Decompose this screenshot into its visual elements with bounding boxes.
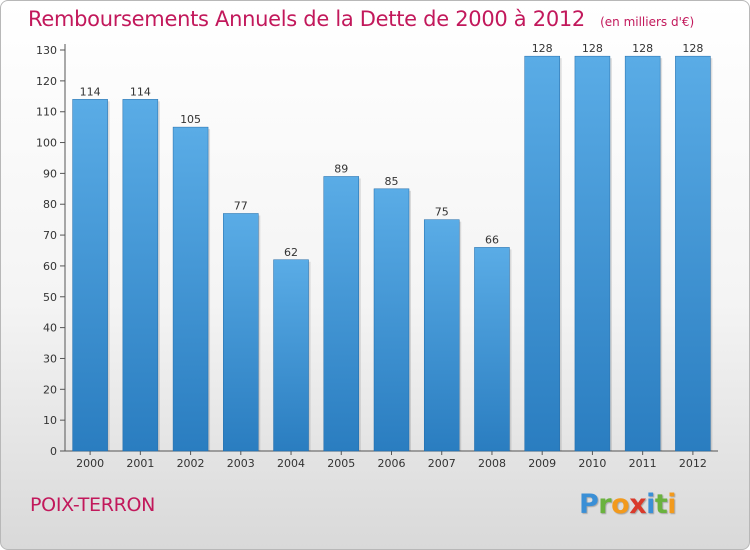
city-name: POIX-TERRON bbox=[30, 494, 156, 516]
x-tick-label: 2009 bbox=[528, 457, 556, 470]
y-tick-label: 50 bbox=[43, 291, 57, 304]
y-tick-label: 100 bbox=[36, 137, 57, 150]
bar bbox=[122, 99, 159, 452]
bar bbox=[624, 55, 661, 452]
logo-letter: i bbox=[646, 489, 655, 520]
data-label: 128 bbox=[632, 42, 653, 55]
data-label: 62 bbox=[284, 246, 298, 259]
data-label: 75 bbox=[435, 206, 449, 219]
bars bbox=[72, 55, 713, 452]
bar bbox=[675, 55, 711, 452]
data-labels: 114 114 105 77 62 89 85 75 66 128 128 128 128 bbox=[80, 42, 704, 259]
bar bbox=[574, 55, 611, 452]
proxiti-logo: Proxiti bbox=[579, 489, 677, 520]
data-label: 128 bbox=[582, 42, 603, 55]
x-tick-label: 2001 bbox=[126, 457, 154, 470]
title-row: Remboursements Annuels de la Dette de 20… bbox=[28, 7, 694, 31]
data-label: 66 bbox=[485, 233, 499, 246]
y-tick-label: 40 bbox=[43, 322, 57, 335]
bar bbox=[373, 188, 410, 452]
x-tick-label: 2005 bbox=[327, 457, 355, 470]
y-tick-label: 110 bbox=[36, 106, 57, 119]
data-label: 89 bbox=[334, 162, 348, 175]
bar bbox=[72, 99, 108, 452]
x-tick-label: 2011 bbox=[629, 457, 657, 470]
bar bbox=[323, 176, 360, 452]
data-label: 128 bbox=[532, 42, 553, 55]
data-label: 77 bbox=[234, 199, 248, 212]
logo-letter: x bbox=[629, 489, 647, 520]
bar bbox=[474, 247, 510, 452]
logo-letter: t bbox=[654, 489, 668, 520]
y-tick-label: 60 bbox=[43, 260, 57, 273]
y-tick-label: 10 bbox=[43, 414, 57, 427]
data-label: 114 bbox=[80, 85, 101, 98]
y-tick-label: 120 bbox=[36, 75, 57, 88]
chart-title: Remboursements Annuels de la Dette de 20… bbox=[28, 7, 585, 31]
y-tick-label: 30 bbox=[43, 352, 57, 365]
data-label: 114 bbox=[130, 85, 151, 98]
y-tick-label: 130 bbox=[36, 44, 57, 57]
y-tick-label: 70 bbox=[43, 229, 57, 242]
x-tick-label: 2000 bbox=[76, 457, 104, 470]
y-tick-label: 80 bbox=[43, 198, 57, 211]
data-label: 105 bbox=[180, 113, 201, 126]
logo-letter: r bbox=[598, 489, 612, 520]
y-tick-label: 90 bbox=[43, 167, 57, 180]
chart-subtitle: (en milliers d'€) bbox=[600, 15, 695, 29]
x-tick-label: 2007 bbox=[428, 457, 456, 470]
bar bbox=[223, 213, 259, 452]
x-tick-label: 2010 bbox=[578, 457, 606, 470]
x-tick-label: 2003 bbox=[227, 457, 255, 470]
y-tick-label: 0 bbox=[50, 445, 57, 458]
data-label: 85 bbox=[385, 175, 399, 188]
bar bbox=[172, 126, 209, 452]
x-tick-label: 2008 bbox=[478, 457, 506, 470]
bar bbox=[273, 259, 309, 452]
y-tick-label: 20 bbox=[43, 383, 57, 396]
x-tick-label: 2004 bbox=[277, 457, 305, 470]
x-tick-label: 2012 bbox=[679, 457, 707, 470]
logo-letter: o bbox=[611, 489, 630, 520]
logo-letter: i bbox=[667, 489, 677, 520]
x-tick-label: 2002 bbox=[177, 457, 205, 470]
data-label: 128 bbox=[682, 42, 703, 55]
logo-letter: P bbox=[579, 489, 599, 520]
bar bbox=[423, 219, 460, 452]
axes: 0 10 20 30 40 50 60 70 80 90 100 110 120 130 2000 2001 2… bbox=[36, 44, 718, 470]
x-tick-label: 2006 bbox=[378, 457, 406, 470]
bar bbox=[524, 55, 560, 452]
